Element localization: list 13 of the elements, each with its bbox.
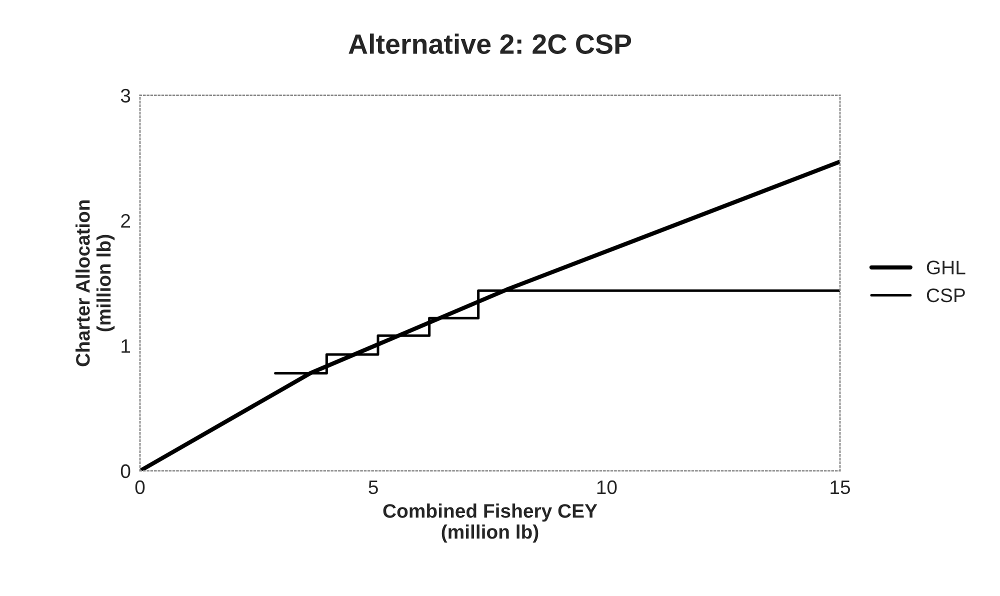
legend-label: GHL (926, 260, 966, 274)
x-tick-label: 5 (368, 480, 378, 494)
chart-title: Alternative 2: 2C CSP (348, 34, 632, 54)
x-tick-label: 15 (830, 480, 850, 494)
y-tick-label: 3 (120, 88, 130, 103)
y-tick-label: 1 (122, 339, 130, 353)
y-tick-label: 0 (120, 464, 130, 478)
x-tick-label: 0 (135, 480, 145, 494)
y-axis-title: Charter Allocation (million lb) (76, 200, 115, 366)
x-tick-label: 10 (597, 480, 617, 494)
x-axis-title: Combined Fishery CEY (million lb) (383, 504, 598, 543)
legend-label: CSP (926, 288, 965, 302)
y-tick-label: 2 (121, 214, 130, 228)
